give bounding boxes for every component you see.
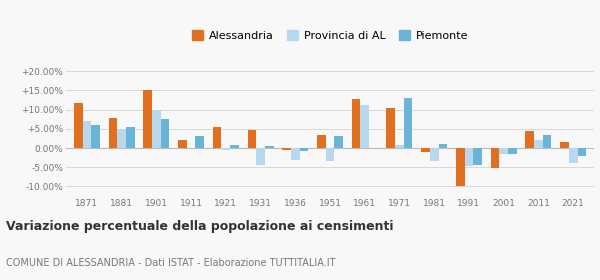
Bar [421, 148, 430, 152]
Bar [256, 148, 265, 165]
Bar [361, 105, 369, 148]
Bar [109, 118, 117, 148]
Bar [230, 145, 239, 148]
Bar [161, 119, 169, 148]
Bar [404, 98, 413, 148]
Bar [456, 148, 464, 186]
Bar [499, 148, 508, 154]
Bar [282, 148, 291, 150]
Bar [178, 139, 187, 148]
Bar [291, 148, 299, 160]
Bar [248, 130, 256, 148]
Bar [143, 90, 152, 148]
Bar [117, 129, 126, 148]
Bar [439, 144, 447, 148]
Bar [299, 148, 308, 151]
Bar [352, 99, 361, 148]
Bar [386, 108, 395, 148]
Bar [326, 148, 334, 162]
Bar [534, 140, 543, 148]
Bar [430, 148, 439, 162]
Bar [152, 110, 161, 148]
Bar [526, 131, 534, 148]
Bar [265, 146, 274, 148]
Bar [560, 142, 569, 148]
Bar [213, 127, 221, 148]
Text: Variazione percentuale della popolazione ai censimenti: Variazione percentuale della popolazione… [6, 220, 394, 233]
Bar [543, 135, 551, 148]
Bar [464, 148, 473, 166]
Bar [83, 121, 91, 148]
Bar [317, 135, 326, 148]
Bar [577, 148, 586, 157]
Bar [334, 136, 343, 148]
Bar [395, 145, 404, 148]
Bar [569, 148, 577, 163]
Bar [491, 148, 499, 168]
Bar [473, 148, 482, 165]
Bar [221, 148, 230, 150]
Bar [508, 148, 517, 154]
Text: COMUNE DI ALESSANDRIA - Dati ISTAT - Elaborazione TUTTITALIA.IT: COMUNE DI ALESSANDRIA - Dati ISTAT - Ela… [6, 258, 335, 268]
Bar [74, 103, 83, 148]
Bar [126, 127, 134, 148]
Bar [196, 136, 204, 148]
Legend: Alessandria, Provincia di AL, Piemonte: Alessandria, Provincia di AL, Piemonte [189, 27, 471, 44]
Bar [91, 125, 100, 148]
